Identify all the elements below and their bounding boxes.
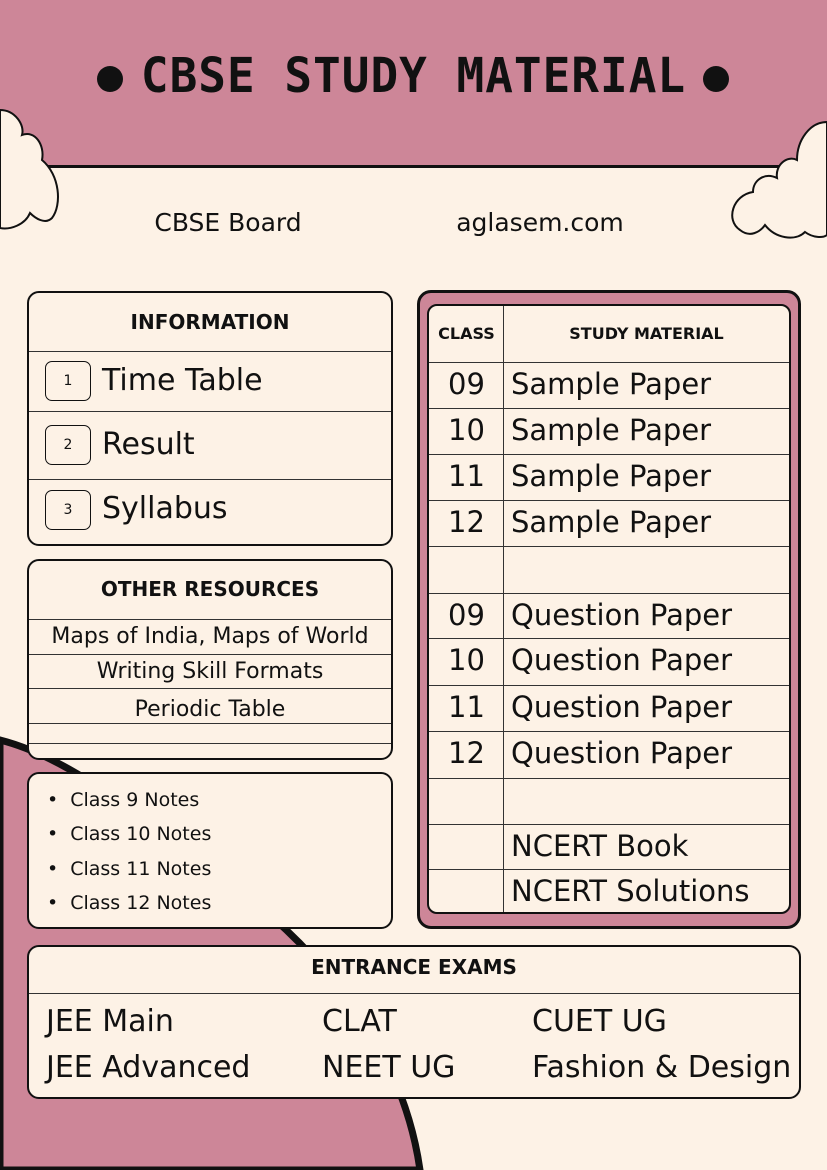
table-row[interactable]: 11 Sample Paper	[429, 454, 789, 500]
table-row[interactable]: 11 Question Paper	[429, 685, 789, 731]
information-label: Time Table	[102, 363, 263, 398]
title-dot-right	[703, 66, 729, 92]
entrance-heading: ENTRANCE EXAMS	[311, 955, 517, 979]
information-item[interactable]: 2 Result	[29, 411, 391, 479]
table-row[interactable]: 09 Question Paper	[429, 593, 789, 638]
number-badge: 3	[45, 490, 91, 530]
column-header-class: CLASS	[438, 324, 495, 343]
study-material-table: CLASS STUDY MATERIAL 09 Sample Paper 10 Sam…	[427, 304, 791, 914]
class-cell: 11	[448, 690, 485, 724]
information-label: Result	[102, 427, 195, 462]
material-cell: Question Paper	[511, 690, 733, 724]
other-resources-heading: OTHER RESOURCES	[100, 577, 320, 601]
class-cell: 10	[448, 413, 485, 447]
material-cell: Question Paper	[511, 598, 733, 632]
information-item[interactable]: 3 Syllabus	[29, 479, 391, 544]
table-row[interactable]: NCERT Solutions	[429, 869, 789, 912]
exam-link[interactable]: JEE Advanced	[46, 1050, 251, 1085]
table-row[interactable]: 12 Question Paper	[429, 731, 789, 778]
exam-link[interactable]: CUET UG	[532, 1004, 667, 1039]
other-resources-box: OTHER RESOURCES Maps of India, Maps of W…	[27, 559, 393, 760]
divider	[29, 743, 391, 744]
class-cell: 09	[448, 598, 485, 632]
notes-item[interactable]: Class 10 Notes	[47, 823, 211, 845]
number-badge: 2	[45, 425, 91, 465]
material-cell: Question Paper	[511, 736, 733, 770]
page-title: CBSE STUDY MATERIAL	[140, 46, 687, 104]
class-cell: 10	[448, 643, 485, 677]
exam-link[interactable]: CLAT	[322, 1004, 397, 1039]
table-row	[429, 546, 789, 593]
entrance-exams-box: ENTRANCE EXAMS JEE Main CLAT CUET UG JEE…	[27, 945, 801, 1099]
cloud-right-icon	[731, 120, 827, 239]
table-row[interactable]: 12 Sample Paper	[429, 500, 789, 546]
header-band	[0, 0, 827, 168]
column-header-material: STUDY MATERIAL	[569, 324, 724, 343]
material-cell: Sample Paper	[511, 505, 712, 539]
material-cell: NCERT Solutions	[511, 874, 750, 908]
material-cell: Sample Paper	[511, 413, 712, 447]
subtitle-website: aglasem.com	[456, 208, 624, 237]
title-dot-left	[97, 66, 123, 92]
information-label: Syllabus	[102, 491, 228, 526]
exam-link[interactable]: Fashion & Design	[532, 1050, 792, 1085]
notes-box: Class 9 Notes Class 10 Notes Class 11 No…	[27, 772, 393, 929]
cloud-left-icon	[0, 108, 59, 230]
table-row[interactable]: 10 Sample Paper	[429, 408, 789, 454]
information-item[interactable]: 1 Time Table	[29, 351, 391, 411]
notes-item[interactable]: Class 9 Notes	[47, 789, 199, 811]
exam-link[interactable]: JEE Main	[46, 1004, 174, 1039]
material-cell: NCERT Book	[511, 829, 689, 863]
notes-item[interactable]: Class 11 Notes	[47, 858, 211, 880]
material-cell: Sample Paper	[511, 367, 712, 401]
table-row[interactable]: 09 Sample Paper	[429, 362, 789, 408]
exam-link[interactable]: NEET UG	[322, 1050, 456, 1085]
table-row[interactable]: NCERT Book	[429, 824, 789, 869]
class-cell: 12	[448, 505, 485, 539]
table-row[interactable]: 10 Question Paper	[429, 638, 789, 685]
table-row	[429, 778, 789, 824]
resource-item[interactable]: Writing Skill Formats	[29, 654, 391, 689]
resource-item[interactable]: Periodic Table	[29, 688, 391, 731]
class-cell: 11	[448, 459, 485, 493]
material-cell: Sample Paper	[511, 459, 712, 493]
class-cell: 12	[448, 736, 485, 770]
column-divider	[503, 306, 504, 912]
subtitle-board: CBSE Board	[154, 208, 302, 237]
information-box: INFORMATION 1 Time Table 2 Result 3 Syll…	[27, 291, 393, 546]
material-cell: Question Paper	[511, 643, 733, 677]
class-cell: 09	[448, 367, 485, 401]
divider	[29, 723, 391, 724]
notes-item[interactable]: Class 12 Notes	[47, 892, 211, 914]
information-heading: INFORMATION	[130, 310, 290, 334]
number-badge: 1	[45, 361, 91, 401]
resource-item[interactable]: Maps of India, Maps of World	[29, 619, 391, 654]
divider	[29, 993, 799, 994]
